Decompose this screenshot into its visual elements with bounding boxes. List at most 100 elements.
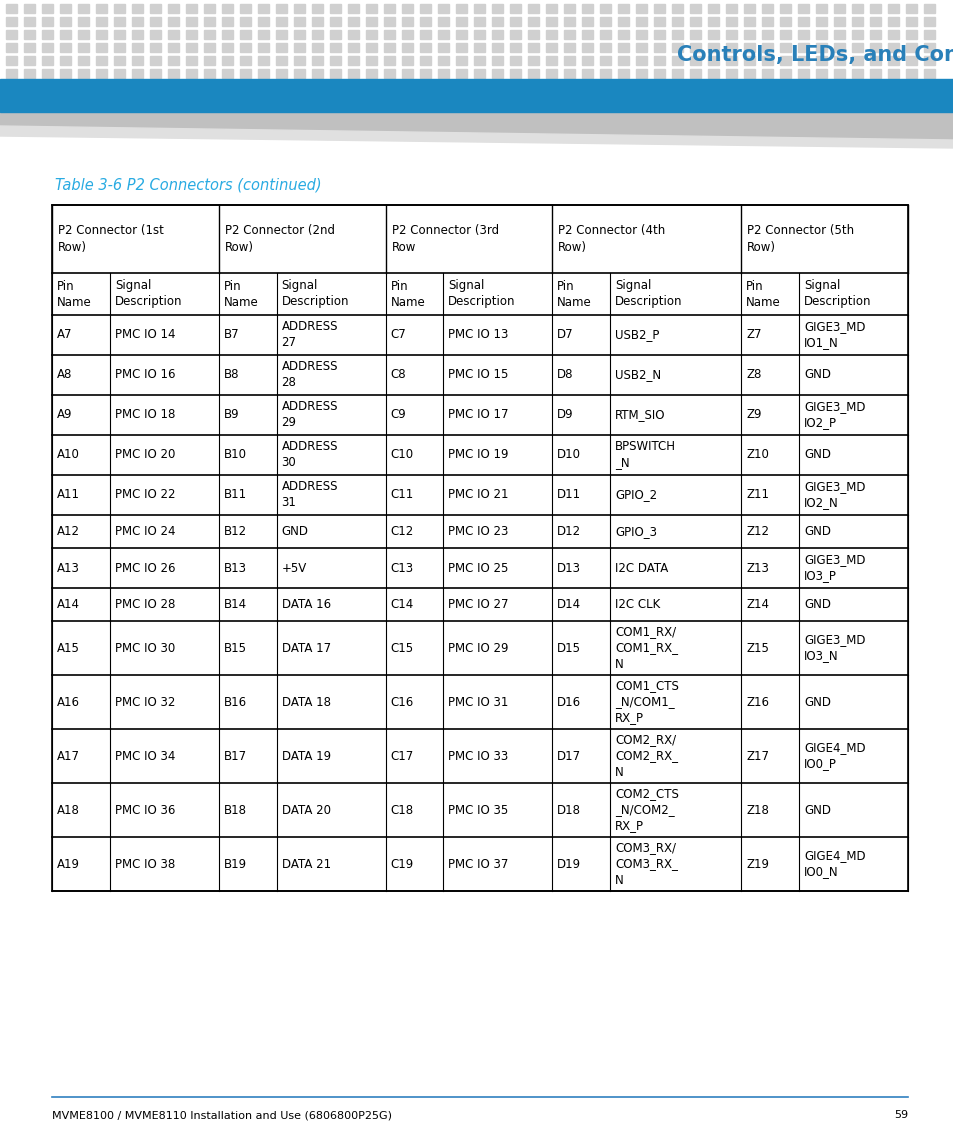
- Text: Z12: Z12: [745, 526, 768, 538]
- Text: Signal
Description: Signal Description: [281, 279, 349, 308]
- Bar: [815, 3, 826, 13]
- Bar: [833, 82, 844, 90]
- Bar: [150, 44, 161, 52]
- Bar: [923, 30, 934, 39]
- Bar: [24, 30, 35, 39]
- Bar: [563, 3, 575, 13]
- Bar: [401, 17, 413, 26]
- Bar: [366, 82, 376, 90]
- Bar: [78, 44, 89, 52]
- Text: B14: B14: [224, 598, 247, 611]
- Text: Z9: Z9: [745, 409, 760, 421]
- Bar: [96, 17, 107, 26]
- Text: DATA 21: DATA 21: [281, 858, 331, 870]
- Polygon shape: [0, 126, 953, 148]
- Bar: [132, 3, 143, 13]
- Bar: [833, 3, 844, 13]
- Text: Z14: Z14: [745, 598, 768, 611]
- Bar: [815, 17, 826, 26]
- Bar: [581, 82, 593, 90]
- Bar: [78, 82, 89, 90]
- Text: COM2_CTS
_N/COM2_
RX_P: COM2_CTS _N/COM2_ RX_P: [615, 788, 679, 832]
- Bar: [312, 69, 323, 78]
- Text: COM2_RX/
COM2_RX_
N: COM2_RX/ COM2_RX_ N: [615, 734, 678, 779]
- Text: C10: C10: [390, 449, 414, 461]
- Bar: [330, 30, 340, 39]
- Bar: [401, 30, 413, 39]
- Bar: [257, 17, 269, 26]
- Text: C17: C17: [390, 750, 414, 763]
- Bar: [780, 3, 790, 13]
- Bar: [743, 3, 754, 13]
- Text: PMC IO 25: PMC IO 25: [448, 561, 508, 575]
- Bar: [510, 30, 520, 39]
- Bar: [797, 3, 808, 13]
- Bar: [510, 82, 520, 90]
- Bar: [689, 82, 700, 90]
- Bar: [113, 56, 125, 65]
- Text: GIGE4_MD
IO0_N: GIGE4_MD IO0_N: [803, 850, 864, 878]
- Bar: [923, 69, 934, 78]
- Bar: [887, 56, 898, 65]
- Bar: [275, 30, 287, 39]
- Bar: [527, 30, 538, 39]
- Bar: [563, 44, 575, 52]
- Bar: [689, 30, 700, 39]
- Bar: [797, 44, 808, 52]
- Text: GND: GND: [803, 449, 830, 461]
- Bar: [366, 17, 376, 26]
- Bar: [599, 17, 610, 26]
- Bar: [815, 56, 826, 65]
- Bar: [6, 69, 17, 78]
- Text: Z17: Z17: [745, 750, 768, 763]
- Text: A14: A14: [57, 598, 80, 611]
- Bar: [24, 82, 35, 90]
- Text: Pin
Name: Pin Name: [390, 279, 425, 308]
- Bar: [581, 17, 593, 26]
- Bar: [671, 56, 682, 65]
- Bar: [132, 17, 143, 26]
- Bar: [348, 69, 358, 78]
- Text: DATA 20: DATA 20: [281, 804, 331, 816]
- Bar: [257, 30, 269, 39]
- Text: D15: D15: [557, 641, 580, 655]
- Bar: [887, 3, 898, 13]
- Text: Z10: Z10: [745, 449, 768, 461]
- Bar: [510, 17, 520, 26]
- Text: PMC IO 13: PMC IO 13: [448, 329, 508, 341]
- Text: D14: D14: [557, 598, 580, 611]
- Bar: [636, 56, 646, 65]
- Bar: [275, 82, 287, 90]
- Bar: [240, 3, 251, 13]
- Bar: [636, 44, 646, 52]
- Bar: [599, 69, 610, 78]
- Bar: [42, 44, 53, 52]
- Bar: [186, 3, 196, 13]
- Bar: [815, 69, 826, 78]
- Bar: [150, 17, 161, 26]
- Bar: [42, 69, 53, 78]
- Bar: [150, 3, 161, 13]
- Text: Z8: Z8: [745, 369, 760, 381]
- Bar: [707, 30, 719, 39]
- Bar: [581, 56, 593, 65]
- Bar: [869, 82, 880, 90]
- Bar: [474, 30, 484, 39]
- Text: Z13: Z13: [745, 561, 768, 575]
- Bar: [725, 30, 737, 39]
- Text: P2 Connector (3rd
Row: P2 Connector (3rd Row: [391, 224, 498, 254]
- Bar: [851, 69, 862, 78]
- Bar: [780, 44, 790, 52]
- Bar: [689, 56, 700, 65]
- Text: PMC IO 31: PMC IO 31: [448, 695, 508, 709]
- Text: GIGE3_MD
IO3_P: GIGE3_MD IO3_P: [803, 553, 864, 583]
- Bar: [6, 44, 17, 52]
- Bar: [168, 69, 179, 78]
- Bar: [833, 44, 844, 52]
- Bar: [905, 44, 916, 52]
- Bar: [132, 69, 143, 78]
- Text: P2 Connector (5th
Row): P2 Connector (5th Row): [746, 224, 854, 254]
- Bar: [545, 44, 557, 52]
- Bar: [294, 56, 305, 65]
- Bar: [330, 82, 340, 90]
